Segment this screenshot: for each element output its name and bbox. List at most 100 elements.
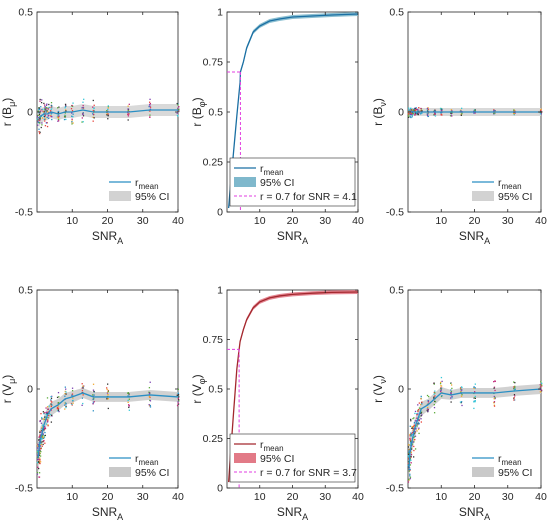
sample-dot: [58, 115, 60, 117]
sample-dot: [93, 110, 95, 112]
sample-dot: [46, 406, 49, 408]
sample-dot: [39, 119, 41, 122]
sample-dot: [416, 430, 418, 432]
sample-dot: [64, 392, 66, 395]
sample-dot: [149, 406, 152, 408]
sample-dot: [513, 393, 516, 396]
sample-dot: [459, 401, 462, 403]
sample-dot: [474, 400, 476, 402]
sample-dot: [38, 461, 40, 463]
sample-dot: [434, 390, 436, 392]
sample-dot: [39, 453, 41, 455]
x-axis-label: SNRA: [92, 505, 123, 522]
sample-dot: [41, 124, 43, 126]
sample-dot: [411, 109, 414, 111]
sample-dot: [539, 113, 542, 115]
sample-dot: [410, 451, 412, 454]
sample-dot: [460, 388, 462, 390]
sample-dot: [40, 442, 42, 444]
sample-dot: [57, 120, 60, 122]
sample-dot: [127, 401, 129, 403]
sample-dot: [92, 120, 94, 122]
y-axis-label-subscript: μ: [7, 102, 17, 107]
sample-dot: [71, 395, 73, 397]
sample-dot: [106, 114, 108, 116]
sample-dot: [440, 109, 442, 111]
sample-dot: [38, 439, 40, 441]
sample-dot: [92, 410, 94, 412]
y-axis-label-main: r (V: [371, 384, 385, 403]
sample-dot: [427, 110, 429, 112]
sample-dot: [177, 392, 179, 395]
x-axis-label-group: SNRA: [459, 229, 490, 246]
sample-dot: [42, 111, 45, 113]
sample-dot: [72, 102, 74, 104]
sample-dot: [408, 452, 410, 454]
sample-dot: [42, 436, 44, 439]
sample-dot: [38, 476, 41, 478]
sample-dot: [38, 454, 40, 456]
sample-dot: [82, 402, 84, 405]
sample-dot: [64, 114, 66, 117]
sample-dot: [37, 110, 40, 112]
sample-dot: [40, 434, 42, 436]
sample-dot: [433, 406, 436, 409]
sample-dot: [41, 437, 43, 440]
x-axis-label-group: SNRA: [92, 505, 123, 522]
sample-dot: [433, 397, 435, 399]
sample-dot: [45, 109, 47, 112]
y-axis-label: r (Bν): [371, 98, 388, 126]
sample-dot: [433, 383, 435, 385]
sample-dot: [82, 107, 85, 110]
sample-dot: [36, 471, 39, 474]
sample-dot: [36, 445, 39, 447]
x-tick-label: 40: [172, 215, 184, 227]
sample-dot: [494, 396, 496, 399]
sample-dot: [417, 113, 419, 115]
sample-dot: [413, 109, 415, 111]
sample-dot: [514, 386, 516, 389]
sample-dot: [64, 105, 67, 108]
sample-dot: [420, 395, 422, 398]
sample-dot: [411, 433, 413, 436]
sample-dot: [427, 107, 429, 109]
sample-dot: [440, 385, 442, 387]
sample-dot: [409, 435, 411, 437]
sample-dot: [81, 117, 83, 119]
sample-dot: [540, 113, 543, 115]
sample-dot: [107, 391, 109, 393]
sample-dot: [416, 413, 418, 415]
sample-dot: [44, 434, 46, 437]
x-axis-label-subscript: A: [302, 512, 308, 522]
sample-dot: [411, 110, 413, 112]
sample-dot: [43, 435, 46, 437]
y-tick-label: 0.25: [203, 433, 224, 445]
sample-dot: [41, 428, 43, 430]
sample-dot: [107, 107, 109, 109]
sample-dot: [40, 431, 42, 433]
sample-dot: [50, 421, 53, 423]
sample-dot: [65, 402, 67, 405]
sample-dot: [450, 397, 452, 399]
sample-dot: [440, 389, 443, 391]
sample-dot: [474, 387, 477, 389]
sample-dot: [417, 410, 419, 413]
sample-dot: [64, 115, 67, 117]
sample-dot: [410, 432, 412, 434]
sample-dot: [539, 391, 542, 393]
sample-dot: [40, 101, 43, 104]
sample-dot: [450, 382, 452, 384]
sample-dot: [107, 113, 109, 115]
sample-dot: [58, 396, 60, 398]
x-tick-label: 30: [502, 491, 514, 503]
sample-dot: [513, 399, 516, 401]
x-tick-label: 20: [469, 491, 481, 503]
sample-dot: [407, 444, 410, 446]
sample-dot: [493, 386, 496, 388]
sample-dot: [460, 386, 463, 388]
legend-label: 95% CI: [260, 453, 294, 465]
